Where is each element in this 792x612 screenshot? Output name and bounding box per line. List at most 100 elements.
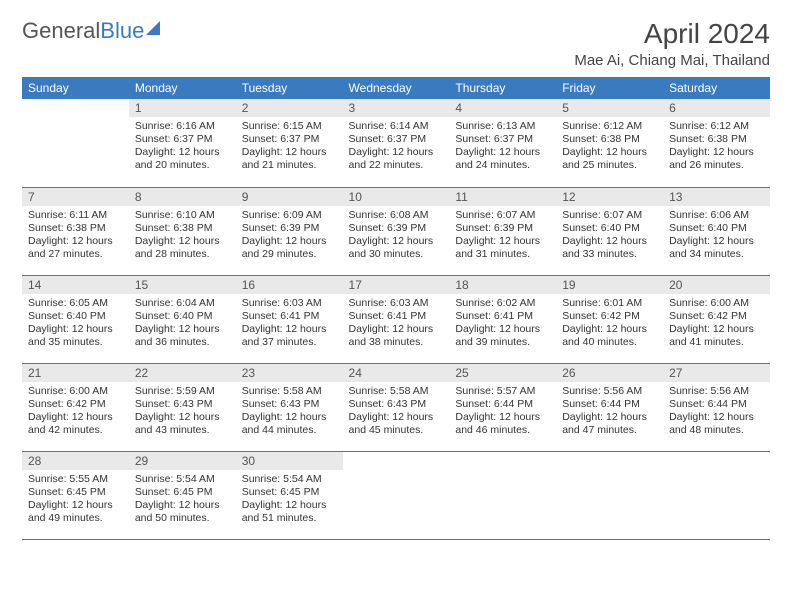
calendar-table: SundayMondayTuesdayWednesdayThursdayFrid… [22, 77, 770, 540]
calendar-week: 1Sunrise: 6:16 AMSunset: 6:37 PMDaylight… [22, 99, 770, 187]
title-block: April 2024 Mae Ai, Chiang Mai, Thailand [574, 18, 770, 69]
day-number: 26 [556, 364, 663, 382]
calendar-cell: 23Sunrise: 5:58 AMSunset: 6:43 PMDayligh… [236, 363, 343, 451]
day-content: Sunrise: 6:11 AMSunset: 6:38 PMDaylight:… [22, 206, 129, 266]
day-content: Sunrise: 6:03 AMSunset: 6:41 PMDaylight:… [343, 294, 450, 354]
day-content: Sunrise: 6:12 AMSunset: 6:38 PMDaylight:… [663, 117, 770, 177]
day-content: Sunrise: 5:59 AMSunset: 6:43 PMDaylight:… [129, 382, 236, 442]
dow-header: Friday [556, 77, 663, 99]
day-number: 28 [22, 452, 129, 470]
day-content: Sunrise: 5:54 AMSunset: 6:45 PMDaylight:… [236, 470, 343, 530]
calendar-cell: 17Sunrise: 6:03 AMSunset: 6:41 PMDayligh… [343, 275, 450, 363]
day-content: Sunrise: 5:58 AMSunset: 6:43 PMDaylight:… [236, 382, 343, 442]
calendar-week: 7Sunrise: 6:11 AMSunset: 6:38 PMDaylight… [22, 187, 770, 275]
day-number: 15 [129, 276, 236, 294]
day-content: Sunrise: 6:00 AMSunset: 6:42 PMDaylight:… [663, 294, 770, 354]
calendar-cell: 20Sunrise: 6:00 AMSunset: 6:42 PMDayligh… [663, 275, 770, 363]
calendar-cell: 21Sunrise: 6:00 AMSunset: 6:42 PMDayligh… [22, 363, 129, 451]
day-number: 29 [129, 452, 236, 470]
day-content: Sunrise: 6:14 AMSunset: 6:37 PMDaylight:… [343, 117, 450, 177]
calendar-head: SundayMondayTuesdayWednesdayThursdayFrid… [22, 77, 770, 99]
calendar-cell: 30Sunrise: 5:54 AMSunset: 6:45 PMDayligh… [236, 451, 343, 539]
header: GeneralBlue April 2024 Mae Ai, Chiang Ma… [22, 18, 770, 69]
logo-part2: Blue [100, 18, 144, 43]
calendar-cell [663, 451, 770, 539]
day-number: 12 [556, 188, 663, 206]
day-number: 18 [449, 276, 556, 294]
day-content: Sunrise: 5:58 AMSunset: 6:43 PMDaylight:… [343, 382, 450, 442]
dow-header: Wednesday [343, 77, 450, 99]
day-number: 16 [236, 276, 343, 294]
day-number: 20 [663, 276, 770, 294]
calendar-cell: 8Sunrise: 6:10 AMSunset: 6:38 PMDaylight… [129, 187, 236, 275]
calendar-cell: 14Sunrise: 6:05 AMSunset: 6:40 PMDayligh… [22, 275, 129, 363]
day-number: 27 [663, 364, 770, 382]
day-number: 7 [22, 188, 129, 206]
day-number: 17 [343, 276, 450, 294]
dow-header: Saturday [663, 77, 770, 99]
day-content: Sunrise: 6:00 AMSunset: 6:42 PMDaylight:… [22, 382, 129, 442]
calendar-cell: 1Sunrise: 6:16 AMSunset: 6:37 PMDaylight… [129, 99, 236, 187]
day-number: 3 [343, 99, 450, 117]
calendar-cell: 5Sunrise: 6:12 AMSunset: 6:38 PMDaylight… [556, 99, 663, 187]
day-content: Sunrise: 6:10 AMSunset: 6:38 PMDaylight:… [129, 206, 236, 266]
day-content: Sunrise: 6:07 AMSunset: 6:39 PMDaylight:… [449, 206, 556, 266]
triangle-icon [146, 21, 160, 35]
day-number: 6 [663, 99, 770, 117]
dow-header: Thursday [449, 77, 556, 99]
day-number: 8 [129, 188, 236, 206]
day-number: 24 [343, 364, 450, 382]
day-number: 23 [236, 364, 343, 382]
day-number: 10 [343, 188, 450, 206]
day-number: 4 [449, 99, 556, 117]
calendar-cell [449, 451, 556, 539]
calendar-cell: 6Sunrise: 6:12 AMSunset: 6:38 PMDaylight… [663, 99, 770, 187]
calendar-cell: 10Sunrise: 6:08 AMSunset: 6:39 PMDayligh… [343, 187, 450, 275]
day-number: 9 [236, 188, 343, 206]
calendar-cell: 7Sunrise: 6:11 AMSunset: 6:38 PMDaylight… [22, 187, 129, 275]
day-number: 11 [449, 188, 556, 206]
dow-header: Tuesday [236, 77, 343, 99]
page-title: April 2024 [574, 18, 770, 50]
day-content: Sunrise: 6:15 AMSunset: 6:37 PMDaylight:… [236, 117, 343, 177]
day-content: Sunrise: 6:07 AMSunset: 6:40 PMDaylight:… [556, 206, 663, 266]
calendar-cell: 19Sunrise: 6:01 AMSunset: 6:42 PMDayligh… [556, 275, 663, 363]
calendar-body: 1Sunrise: 6:16 AMSunset: 6:37 PMDaylight… [22, 99, 770, 539]
dow-header: Sunday [22, 77, 129, 99]
calendar-cell: 26Sunrise: 5:56 AMSunset: 6:44 PMDayligh… [556, 363, 663, 451]
calendar-cell [556, 451, 663, 539]
day-content: Sunrise: 6:04 AMSunset: 6:40 PMDaylight:… [129, 294, 236, 354]
calendar-cell [343, 451, 450, 539]
dow-header: Monday [129, 77, 236, 99]
day-number: 14 [22, 276, 129, 294]
day-content: Sunrise: 6:08 AMSunset: 6:39 PMDaylight:… [343, 206, 450, 266]
calendar-cell: 24Sunrise: 5:58 AMSunset: 6:43 PMDayligh… [343, 363, 450, 451]
calendar-week: 21Sunrise: 6:00 AMSunset: 6:42 PMDayligh… [22, 363, 770, 451]
day-content: Sunrise: 5:55 AMSunset: 6:45 PMDaylight:… [22, 470, 129, 530]
day-content: Sunrise: 6:03 AMSunset: 6:41 PMDaylight:… [236, 294, 343, 354]
day-number: 22 [129, 364, 236, 382]
day-content: Sunrise: 6:13 AMSunset: 6:37 PMDaylight:… [449, 117, 556, 177]
day-content: Sunrise: 5:57 AMSunset: 6:44 PMDaylight:… [449, 382, 556, 442]
calendar-cell: 27Sunrise: 5:56 AMSunset: 6:44 PMDayligh… [663, 363, 770, 451]
logo-text: GeneralBlue [22, 18, 144, 44]
calendar-week: 28Sunrise: 5:55 AMSunset: 6:45 PMDayligh… [22, 451, 770, 539]
calendar-cell: 29Sunrise: 5:54 AMSunset: 6:45 PMDayligh… [129, 451, 236, 539]
calendar-cell [22, 99, 129, 187]
calendar-week: 14Sunrise: 6:05 AMSunset: 6:40 PMDayligh… [22, 275, 770, 363]
calendar-cell: 16Sunrise: 6:03 AMSunset: 6:41 PMDayligh… [236, 275, 343, 363]
day-content: Sunrise: 6:05 AMSunset: 6:40 PMDaylight:… [22, 294, 129, 354]
calendar-cell: 12Sunrise: 6:07 AMSunset: 6:40 PMDayligh… [556, 187, 663, 275]
day-content: Sunrise: 6:12 AMSunset: 6:38 PMDaylight:… [556, 117, 663, 177]
calendar-cell: 2Sunrise: 6:15 AMSunset: 6:37 PMDaylight… [236, 99, 343, 187]
logo-part1: General [22, 18, 100, 43]
calendar-cell: 9Sunrise: 6:09 AMSunset: 6:39 PMDaylight… [236, 187, 343, 275]
calendar-cell: 28Sunrise: 5:55 AMSunset: 6:45 PMDayligh… [22, 451, 129, 539]
day-content: Sunrise: 6:02 AMSunset: 6:41 PMDaylight:… [449, 294, 556, 354]
day-content: Sunrise: 6:09 AMSunset: 6:39 PMDaylight:… [236, 206, 343, 266]
calendar-cell: 15Sunrise: 6:04 AMSunset: 6:40 PMDayligh… [129, 275, 236, 363]
calendar-cell: 22Sunrise: 5:59 AMSunset: 6:43 PMDayligh… [129, 363, 236, 451]
calendar-cell: 13Sunrise: 6:06 AMSunset: 6:40 PMDayligh… [663, 187, 770, 275]
day-content: Sunrise: 5:54 AMSunset: 6:45 PMDaylight:… [129, 470, 236, 530]
calendar-cell: 3Sunrise: 6:14 AMSunset: 6:37 PMDaylight… [343, 99, 450, 187]
